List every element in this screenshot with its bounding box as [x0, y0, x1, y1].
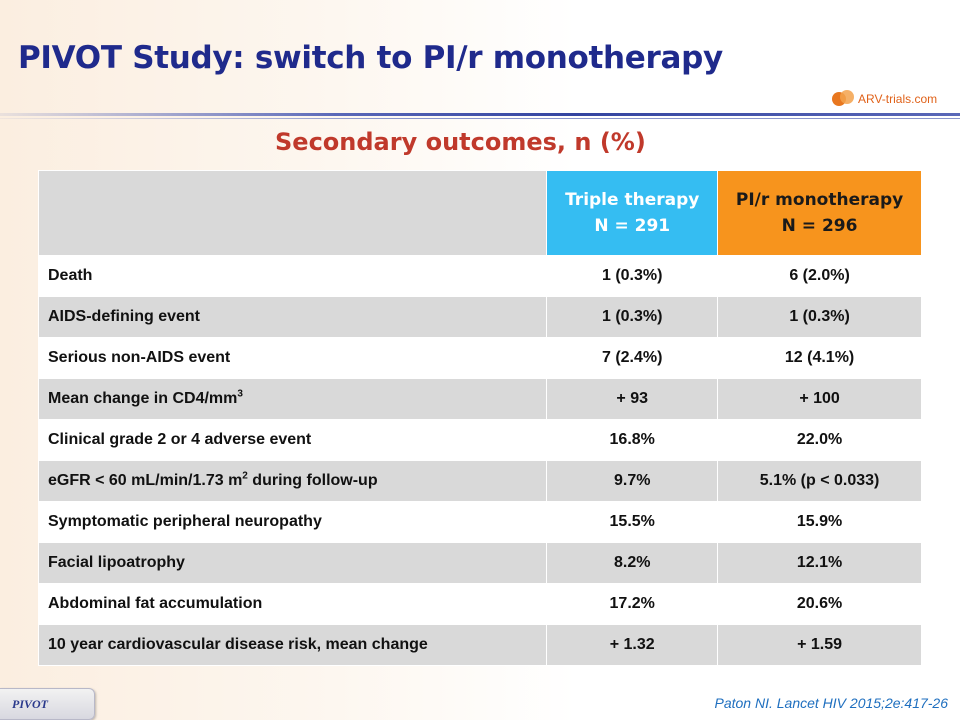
triple-therapy-value: + 1.32: [546, 624, 719, 666]
row-label: Death: [37, 255, 548, 297]
row-label: Mean change in CD4/mm3: [37, 378, 548, 420]
pir-monotherapy-value: 12 (4.1%): [717, 337, 922, 379]
table-row: Facial lipoatrophy 8.2% 12.1%: [37, 542, 922, 584]
table-header-row: Triple therapy N = 291 PI/r monotherapy …: [37, 170, 922, 256]
table-row: AIDS-defining event 1 (0.3%) 1 (0.3%): [37, 296, 922, 338]
row-label-text: 10 year cardiovascular disease risk, mea…: [48, 636, 428, 653]
table-row: 10 year cardiovascular disease risk, mea…: [37, 624, 922, 666]
table-row: Abdominal fat accumulation 17.2% 20.6%: [37, 583, 922, 625]
row-label: Facial lipoatrophy: [37, 542, 548, 584]
table-subtitle: Secondary outcomes, n (%): [275, 128, 646, 156]
row-label-text-suffix: during follow-up: [247, 472, 378, 489]
triple-therapy-value: 9.7%: [546, 460, 719, 502]
pir-monotherapy-value: 22.0%: [717, 419, 922, 461]
citation: Paton NI. Lancet HIV 2015;2e:417-26: [714, 695, 949, 711]
triple-therapy-value: 1 (0.3%): [546, 296, 719, 338]
triple-therapy-value: 15.5%: [546, 501, 719, 543]
row-label: AIDS-defining event: [37, 296, 548, 338]
row-label-text: eGFR < 60 mL/min/1.73 m: [48, 472, 243, 489]
logo-text: ARV-trials.com: [858, 92, 938, 106]
title-divider-thin: [0, 118, 960, 119]
table-row: Mean change in CD4/mm3 + 93 + 100: [37, 378, 922, 420]
triple-therapy-value: 7 (2.4%): [546, 337, 719, 379]
row-label: Serious non-AIDS event: [37, 337, 548, 379]
table-row: Serious non-AIDS event 7 (2.4%) 12 (4.1%): [37, 337, 922, 379]
table-row: Symptomatic peripheral neuropathy 15.5% 15…: [37, 501, 922, 543]
outcomes-table: Triple therapy N = 291 PI/r monotherapy …: [37, 170, 922, 666]
table-row: Clinical grade 2 or 4 adverse event 16.8%…: [37, 419, 922, 461]
triple-therapy-value: 16.8%: [546, 419, 719, 461]
row-label: 10 year cardiovascular disease risk, mea…: [37, 624, 548, 666]
row-label-text: Facial lipoatrophy: [48, 554, 185, 571]
pir-monotherapy-value: + 100: [717, 378, 922, 420]
table-row: eGFR < 60 mL/min/1.73 m2 during follow-u…: [37, 460, 922, 502]
pir-monotherapy-value: 12.1%: [717, 542, 922, 584]
pivot-footer-tab: PIVOT: [0, 688, 95, 720]
row-label-text: Mean change in CD4/mm: [48, 390, 238, 407]
header-triple-therapy-n: N = 291: [594, 216, 671, 236]
header-pir-monotherapy-n: N = 296: [781, 216, 858, 236]
row-label: eGFR < 60 mL/min/1.73 m2 during follow-u…: [37, 460, 548, 502]
table-row: Death 1 (0.3%) 6 (2.0%): [37, 255, 922, 297]
pivot-footer-label: PIVOT: [12, 697, 48, 711]
row-label: Symptomatic peripheral neuropathy: [37, 501, 548, 543]
triple-therapy-value: + 93: [546, 378, 719, 420]
row-label-text: Serious non-AIDS event: [48, 349, 231, 366]
triple-therapy-value: 8.2%: [546, 542, 719, 584]
header-triple-therapy-label: Triple therapy: [565, 190, 700, 210]
triple-therapy-value: 1 (0.3%): [546, 255, 719, 297]
row-label-text: Symptomatic peripheral neuropathy: [48, 513, 322, 530]
pir-monotherapy-value: + 1.59: [717, 624, 922, 666]
row-label: Clinical grade 2 or 4 adverse event: [37, 419, 548, 461]
pir-monotherapy-value: 6 (2.0%): [717, 255, 922, 297]
row-label-text: AIDS-defining event: [48, 308, 201, 325]
title-divider: [0, 113, 960, 116]
row-label-text: Death: [48, 267, 93, 284]
slide-title: PIVOT Study: switch to PI/r monotherapy: [18, 40, 723, 76]
row-label-text: Abdominal fat accumulation: [48, 595, 263, 612]
pir-monotherapy-value: 5.1% (p < 0.033): [717, 460, 922, 502]
header-pir-monotherapy: PI/r monotherapy N = 296: [717, 170, 922, 256]
row-label-superscript: 3: [237, 388, 243, 400]
logo-mark-icon: [832, 90, 856, 108]
table-body: Death 1 (0.3%) 6 (2.0%) AIDS-defining event…: [37, 255, 922, 666]
row-label-superscript: 2: [242, 470, 248, 482]
header-pir-monotherapy-label: PI/r monotherapy: [735, 190, 904, 210]
arv-trials-logo: ARV-trials.com: [832, 90, 937, 108]
pir-monotherapy-value: 20.6%: [717, 583, 922, 625]
row-label: Abdominal fat accumulation: [37, 583, 548, 625]
header-triple-therapy: Triple therapy N = 291: [546, 170, 719, 256]
triple-therapy-value: 17.2%: [546, 583, 719, 625]
pir-monotherapy-value: 1 (0.3%): [717, 296, 922, 338]
pir-monotherapy-value: 15.9%: [717, 501, 922, 543]
header-blank-cell: [37, 170, 548, 256]
row-label-text: Clinical grade 2 or 4 adverse event: [48, 431, 312, 448]
